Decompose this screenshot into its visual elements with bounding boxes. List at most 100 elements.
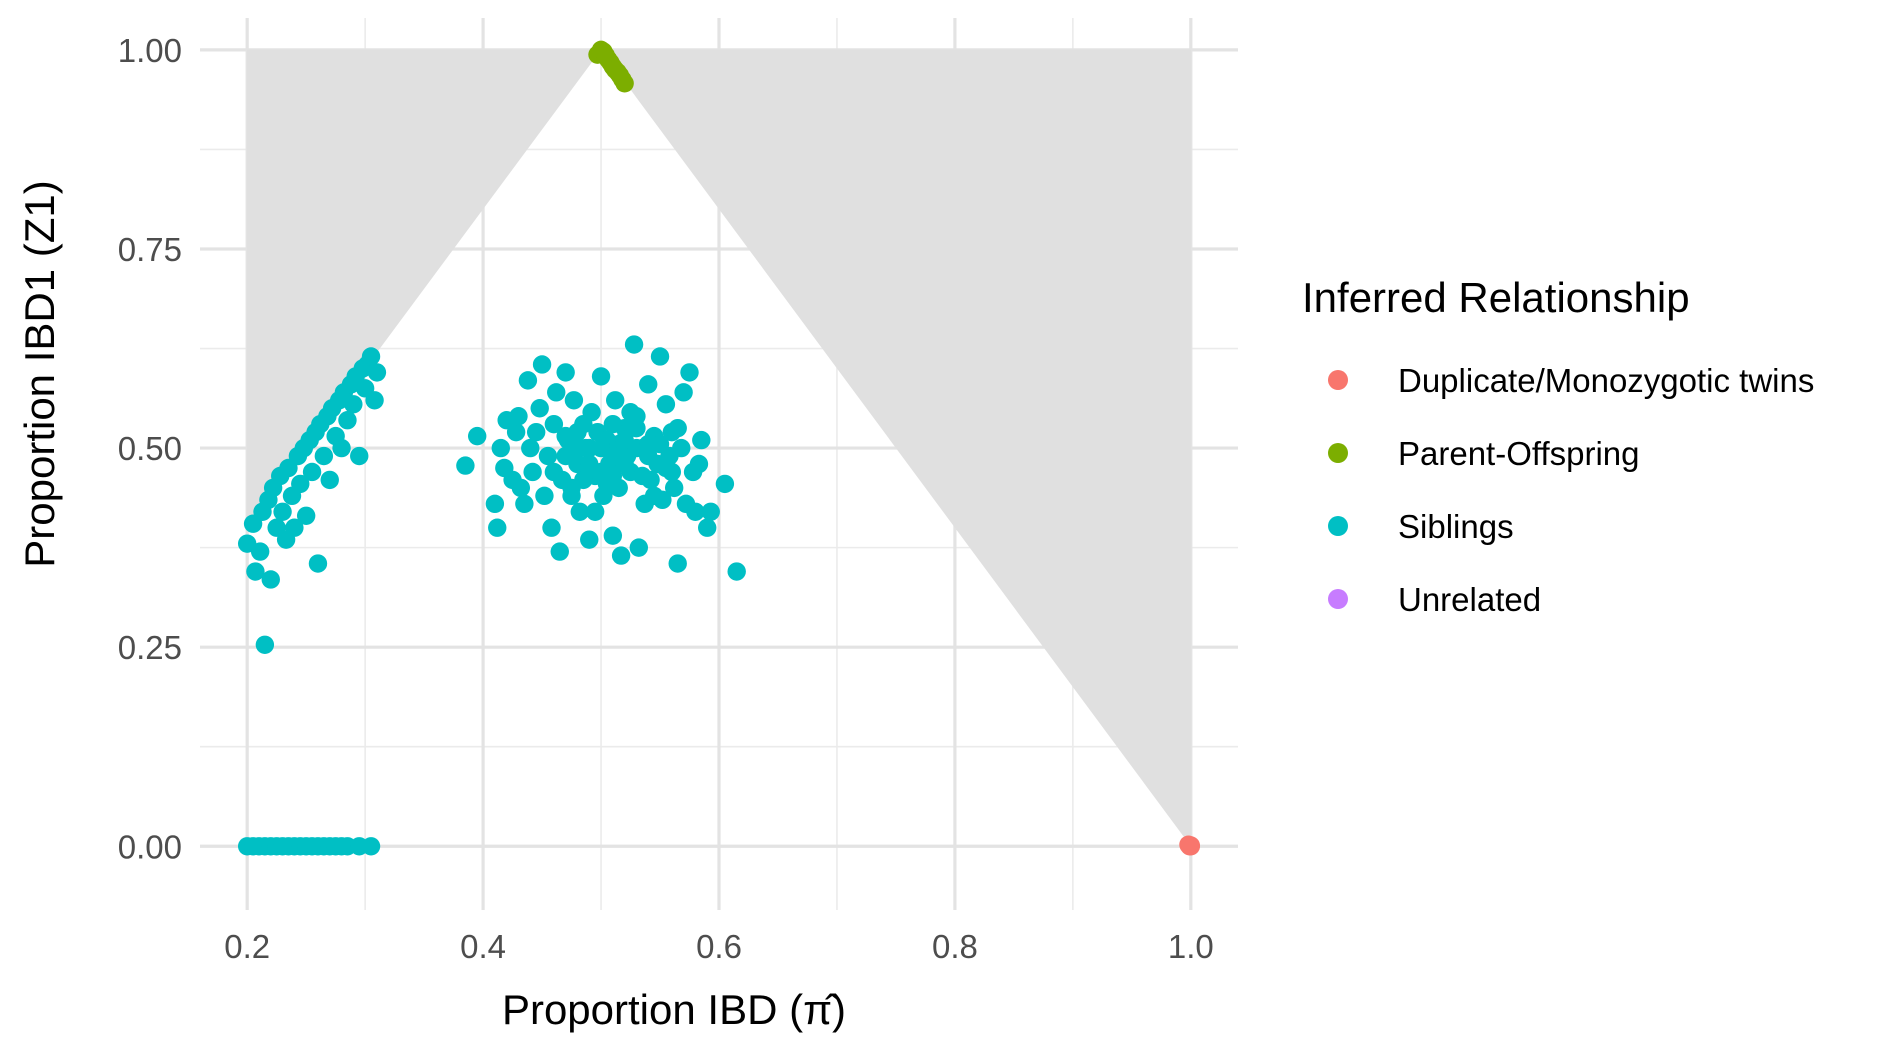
data-points: [237, 40, 1201, 856]
data-point: [467, 426, 487, 446]
data-point: [246, 562, 265, 581]
x-tick-label: 0.8: [932, 928, 978, 965]
data-point: [591, 367, 611, 386]
data-point: [515, 494, 534, 514]
data-point: [686, 502, 705, 521]
data-point: [320, 470, 339, 490]
data-point: [570, 502, 590, 521]
data-point: [633, 466, 652, 486]
data-point: [491, 438, 510, 458]
data-point: [629, 538, 648, 557]
legend-label: Unrelated: [1398, 581, 1541, 618]
data-point: [715, 474, 735, 494]
data-point: [639, 434, 658, 454]
data-point: [518, 371, 538, 390]
data-point: [488, 518, 507, 537]
data-point: [308, 554, 328, 573]
legend-label: Siblings: [1398, 508, 1514, 545]
data-point: [314, 446, 334, 466]
data-point: [585, 502, 605, 521]
data-point: [603, 526, 623, 545]
y-tick-label: 1.00: [118, 32, 182, 69]
x-tick-label: 0.4: [460, 928, 506, 965]
legend-label: Duplicate/Monozygotic twins: [1398, 362, 1814, 399]
data-point: [611, 546, 631, 565]
data-point: [526, 422, 546, 442]
data-point: [521, 438, 540, 458]
data-point: [664, 478, 684, 498]
data-point: [639, 375, 658, 394]
data-point: [296, 506, 316, 525]
data-point: [644, 486, 664, 506]
y-axis-ticks: 0.00 0.25 0.50 0.75 1.00: [118, 32, 182, 865]
data-point: [332, 438, 351, 458]
data-point: [615, 430, 634, 450]
data-point: [674, 383, 693, 402]
x-axis-title: Proportion IBD (π̂): [502, 986, 846, 1033]
data-point: [603, 446, 623, 466]
data-point: [727, 562, 746, 581]
x-tick-label: 0.6: [696, 928, 742, 965]
data-point: [615, 74, 634, 93]
data-point: [680, 363, 699, 382]
data-point: [485, 494, 505, 514]
y-axis-title: Proportion IBD1 (Z1): [16, 180, 63, 567]
data-point: [562, 486, 581, 506]
data-point: [506, 422, 526, 442]
data-point: [698, 518, 717, 537]
data-point: [273, 502, 292, 521]
data-point: [255, 635, 275, 654]
data-point: [668, 418, 687, 438]
data-point: [621, 403, 640, 422]
data-point: [530, 399, 549, 418]
data-point: [603, 414, 623, 434]
data-point: [338, 410, 357, 430]
data-point: [250, 542, 270, 561]
data-point: [361, 837, 381, 856]
data-point: [538, 446, 558, 466]
legend-title: Inferred Relationship: [1302, 274, 1690, 321]
data-point: [580, 454, 599, 474]
data-point: [523, 462, 542, 482]
data-point: [542, 518, 561, 537]
data-point: [701, 502, 720, 521]
data-point: [532, 355, 552, 374]
data-point: [582, 403, 601, 422]
data-point: [365, 391, 384, 410]
shaded-region: [247, 49, 1191, 847]
data-point: [668, 554, 687, 573]
data-point: [656, 395, 676, 414]
y-tick-label: 0.25: [118, 629, 182, 666]
data-point: [361, 347, 381, 366]
data-point: [261, 570, 280, 589]
data-point: [606, 391, 625, 410]
legend-key: [1328, 589, 1348, 609]
data-point: [550, 542, 569, 561]
data-point: [511, 478, 531, 498]
y-tick-label: 0.50: [118, 430, 182, 467]
data-point: [302, 462, 322, 482]
data-point: [650, 347, 670, 366]
data-point: [285, 518, 304, 537]
data-point: [456, 456, 475, 475]
data-point: [547, 383, 566, 402]
data-point: [367, 363, 387, 382]
legend-key: [1328, 516, 1348, 536]
legend-label: Parent-Offspring: [1398, 435, 1640, 472]
data-point: [627, 418, 646, 438]
data-point: [344, 395, 363, 414]
data-point: [568, 438, 587, 458]
data-point: [564, 391, 584, 410]
x-tick-label: 1.0: [1168, 928, 1214, 965]
legend-items: Duplicate/Monozygotic twins Parent-Offspr…: [1328, 362, 1814, 618]
data-point: [603, 466, 623, 486]
y-tick-label: 0.75: [118, 231, 182, 268]
data-point: [509, 407, 528, 426]
data-point: [535, 486, 554, 506]
data-point: [692, 430, 711, 450]
data-point: [656, 458, 676, 478]
legend-key: [1328, 443, 1348, 463]
data-point: [1181, 837, 1201, 856]
x-axis-ticks: 0.2 0.4 0.6 0.8 1.0: [224, 928, 1214, 965]
